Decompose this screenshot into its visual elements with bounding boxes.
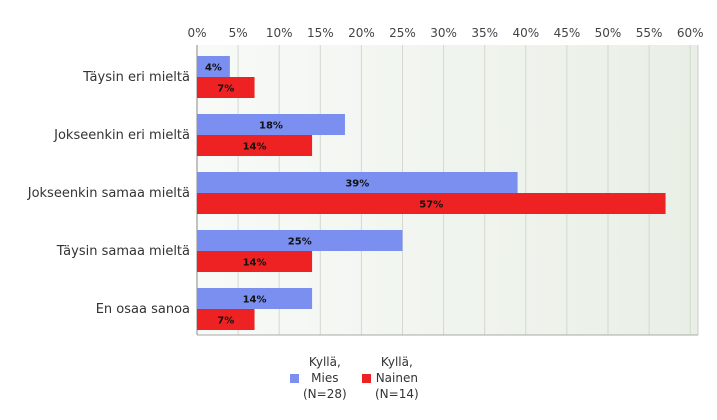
bar xyxy=(197,309,255,330)
x-tick-label: 50% xyxy=(595,26,622,40)
data-label: 14% xyxy=(243,295,267,306)
category-label: Täysin samaa mieltä xyxy=(56,244,190,259)
bar xyxy=(197,288,313,309)
category-label: En osaa sanoa xyxy=(96,302,190,317)
bar xyxy=(197,230,403,251)
legend-swatch-nainen xyxy=(362,373,371,383)
data-label: 25% xyxy=(288,237,312,248)
legend: Kyllä, Mies (N=28) Kyllä, Nainen (N=14) xyxy=(0,354,717,414)
legend-label-nainen: Kyllä, Nainen (N=14) xyxy=(375,355,419,401)
bar xyxy=(197,77,255,98)
data-label: 57% xyxy=(419,200,443,211)
x-tick-label: 40% xyxy=(512,26,539,40)
data-label: 7% xyxy=(217,84,234,95)
legend-item-mies: Kyllä, Mies (N=28) xyxy=(290,354,347,402)
x-tick-label: 0% xyxy=(187,26,206,40)
bar xyxy=(197,193,666,214)
x-tick-label: 45% xyxy=(554,26,581,40)
data-label: 14% xyxy=(243,258,267,269)
x-tick-label: 60% xyxy=(677,26,704,40)
bar xyxy=(197,135,313,156)
x-tick-label: 30% xyxy=(430,26,457,40)
x-tick-label: 20% xyxy=(348,26,375,40)
legend-item-nainen: Kyllä, Nainen (N=14) xyxy=(362,354,419,402)
legend-label-mies: Kyllä, Mies (N=28) xyxy=(303,355,347,401)
x-tick-label: 5% xyxy=(229,26,248,40)
data-label: 39% xyxy=(345,179,369,190)
x-tick-label: 15% xyxy=(307,26,334,40)
category-label: Jokseenkin samaa mieltä xyxy=(27,186,190,201)
bar xyxy=(197,56,230,77)
data-label: 18% xyxy=(259,121,283,132)
data-label: 14% xyxy=(243,142,267,153)
x-tick-label: 10% xyxy=(266,26,293,40)
data-label: 4% xyxy=(205,63,222,74)
x-tick-label: 25% xyxy=(389,26,416,40)
bar xyxy=(197,251,313,272)
category-label: Täysin eri mieltä xyxy=(82,70,190,85)
bar xyxy=(197,172,518,193)
bar xyxy=(197,114,345,135)
x-tick-label: 55% xyxy=(636,26,663,40)
legend-swatch-mies xyxy=(290,373,299,383)
x-tick-label: 35% xyxy=(471,26,498,40)
data-label: 7% xyxy=(217,316,234,327)
category-label: Jokseenkin eri mieltä xyxy=(53,128,190,143)
